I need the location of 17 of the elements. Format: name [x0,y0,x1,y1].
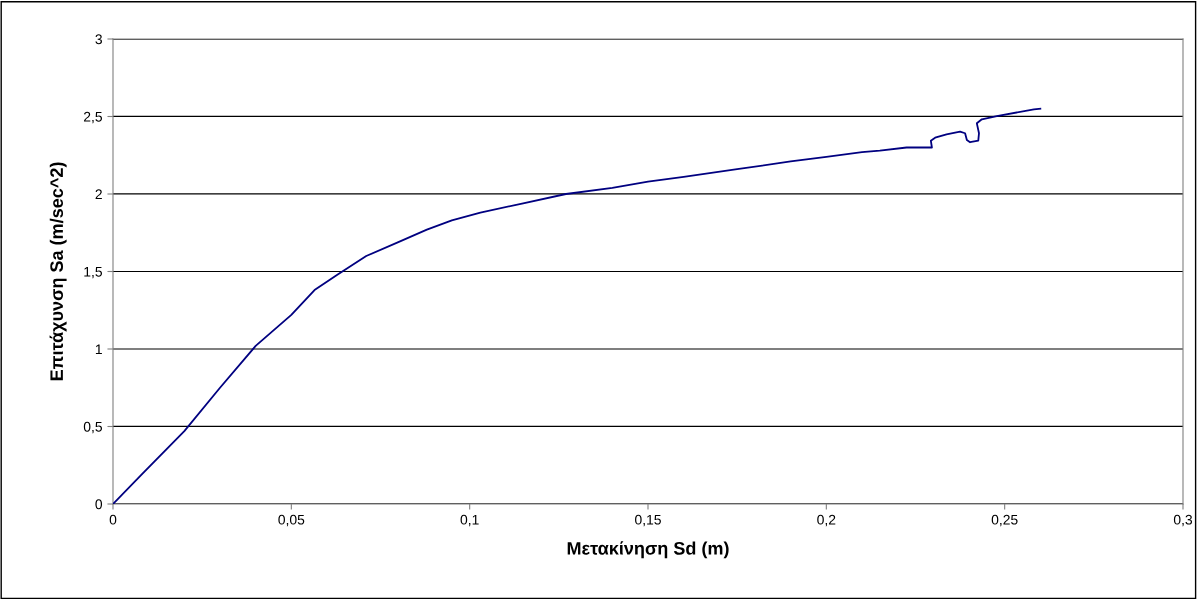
y-tick-label: 2 [95,189,102,200]
y-tick-label: 1 [95,344,102,355]
y-tick-label: 0 [95,499,103,510]
y-tick-label: 1,5 [84,266,102,279]
y-tick-label: 3 [95,34,102,45]
y-tick-label: 2,5 [83,111,102,124]
x-tick-label: 0,2 [817,514,836,527]
x-tick-label: 0,15 [635,514,661,527]
x-tick-label: 0 [109,514,117,525]
x-axis-title: Μετακίνηση Sd (m) [567,541,729,559]
x-tick-label: 0,3 [1173,514,1193,527]
x-tick-label: 0,05 [278,514,305,527]
line-series [113,107,1042,504]
y-axis-title: Επιτάχυνση Sa (m/sec^2) [49,162,67,381]
y-tick-label: 0,5 [83,421,102,434]
x-tick-label: 0,1 [460,514,479,527]
x-tick-label: 0,25 [991,514,1018,527]
